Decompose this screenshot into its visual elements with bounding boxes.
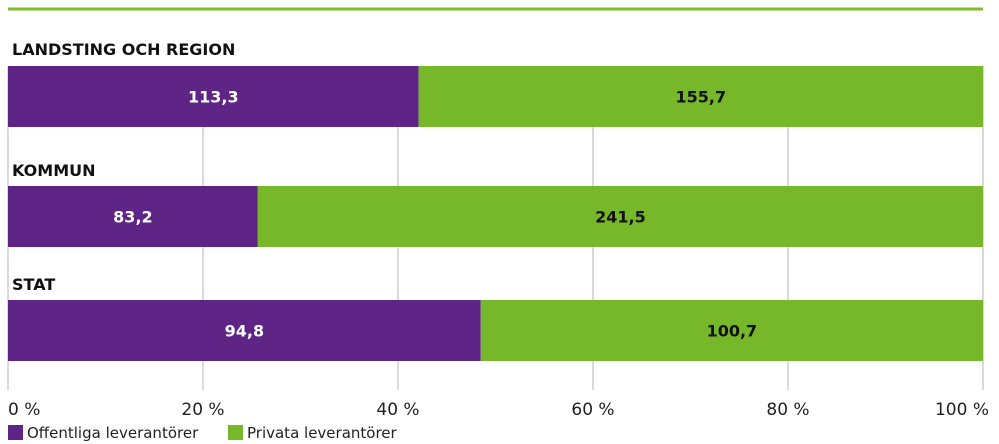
x-tick-label: 80 % [766, 400, 809, 420]
data-label-public: 94,8 [225, 322, 264, 341]
bar-private [418, 66, 983, 127]
data-label-public: 83,2 [113, 208, 152, 227]
data-label-private: 241,5 [595, 208, 646, 227]
legend-swatch-private [228, 425, 243, 440]
bar-private [480, 300, 983, 361]
bar-public [8, 66, 419, 127]
x-axis: 0 % 20 % 40 % 60 % 80 % 100 % [8, 400, 989, 420]
legend-swatch-public [8, 425, 23, 440]
legend-label-public: Offentliga leverantörer [27, 424, 199, 442]
category-label: STAT [12, 275, 55, 294]
x-tick-label: 100 % [935, 400, 989, 420]
x-tick-label: 60 % [571, 400, 614, 420]
bar-public [8, 186, 258, 247]
x-tick-label: 40 % [376, 400, 419, 420]
data-label-public: 113,3 [188, 88, 239, 107]
data-label-private: 100,7 [707, 322, 758, 341]
bar-public [8, 300, 481, 361]
bars: LANDSTING OCH REGION 113,3 155,7 KOMMUN 83,2… [8, 40, 983, 361]
data-label-private: 155,7 [676, 88, 727, 107]
x-tick-label: 20 % [181, 400, 224, 420]
bar-private [257, 186, 983, 247]
x-tick-label: 0 % [8, 400, 40, 420]
category-label: KOMMUN [12, 161, 96, 180]
legend-label-private: Privata leverantörer [247, 424, 398, 442]
category-label: LANDSTING OCH REGION [12, 40, 235, 59]
legend: Offentliga leverantörer Privata leverantö… [8, 424, 398, 442]
